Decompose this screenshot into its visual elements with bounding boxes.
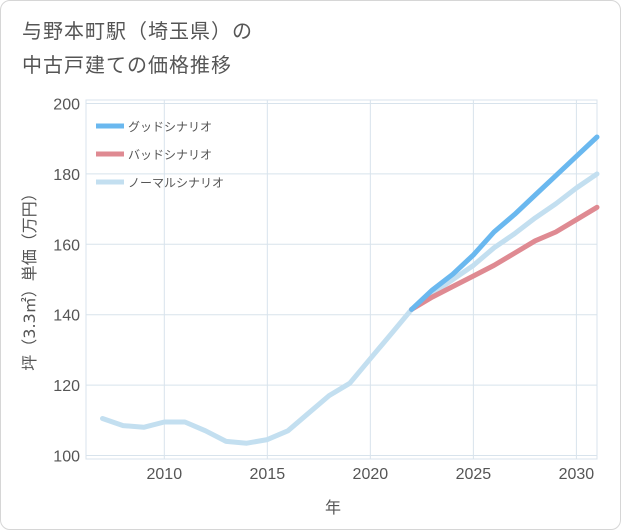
legend-label-0: グッドシナリオ: [128, 120, 212, 134]
chart-title-line2: 中古戸建ての価格推移: [22, 53, 232, 77]
y-tick-label: 120: [53, 378, 80, 395]
legend-label-2: ノーマルシナリオ: [128, 176, 224, 190]
y-tick-label: 200: [53, 97, 80, 114]
chart-title: 与野本町駅（埼玉県）の 中古戸建ての価格推移: [22, 14, 582, 82]
series-line-2: [100, 171, 600, 446]
y-tick-label: 180: [53, 167, 80, 184]
grid: [85, 99, 598, 460]
x-tick-label: 2030: [559, 466, 595, 483]
x-axis-title: 年: [325, 498, 341, 517]
x-tick-label: 2025: [456, 466, 492, 483]
y-tick-label: 100: [53, 448, 80, 465]
y-tick-label: 140: [53, 308, 80, 325]
y-tick-label: 160: [53, 237, 80, 254]
plot-frame: [85, 99, 598, 460]
legend-label-1: バッドシナリオ: [128, 148, 212, 162]
series-lines: [100, 134, 600, 446]
series-line-0: [409, 134, 600, 312]
x-tick-label: 2015: [250, 466, 286, 483]
chart-title-line1: 与野本町駅（埼玉県）の: [22, 19, 253, 43]
y-axis-title: 坪（3.3㎡）単価（万円）: [20, 185, 39, 370]
series-line-1: [409, 204, 600, 312]
axes: 2010 2015 2020 2025 2030 100 120 140 160 180 200: [53, 97, 594, 483]
x-tick-label: 2010: [147, 466, 183, 483]
x-tick-label: 2020: [353, 466, 389, 483]
